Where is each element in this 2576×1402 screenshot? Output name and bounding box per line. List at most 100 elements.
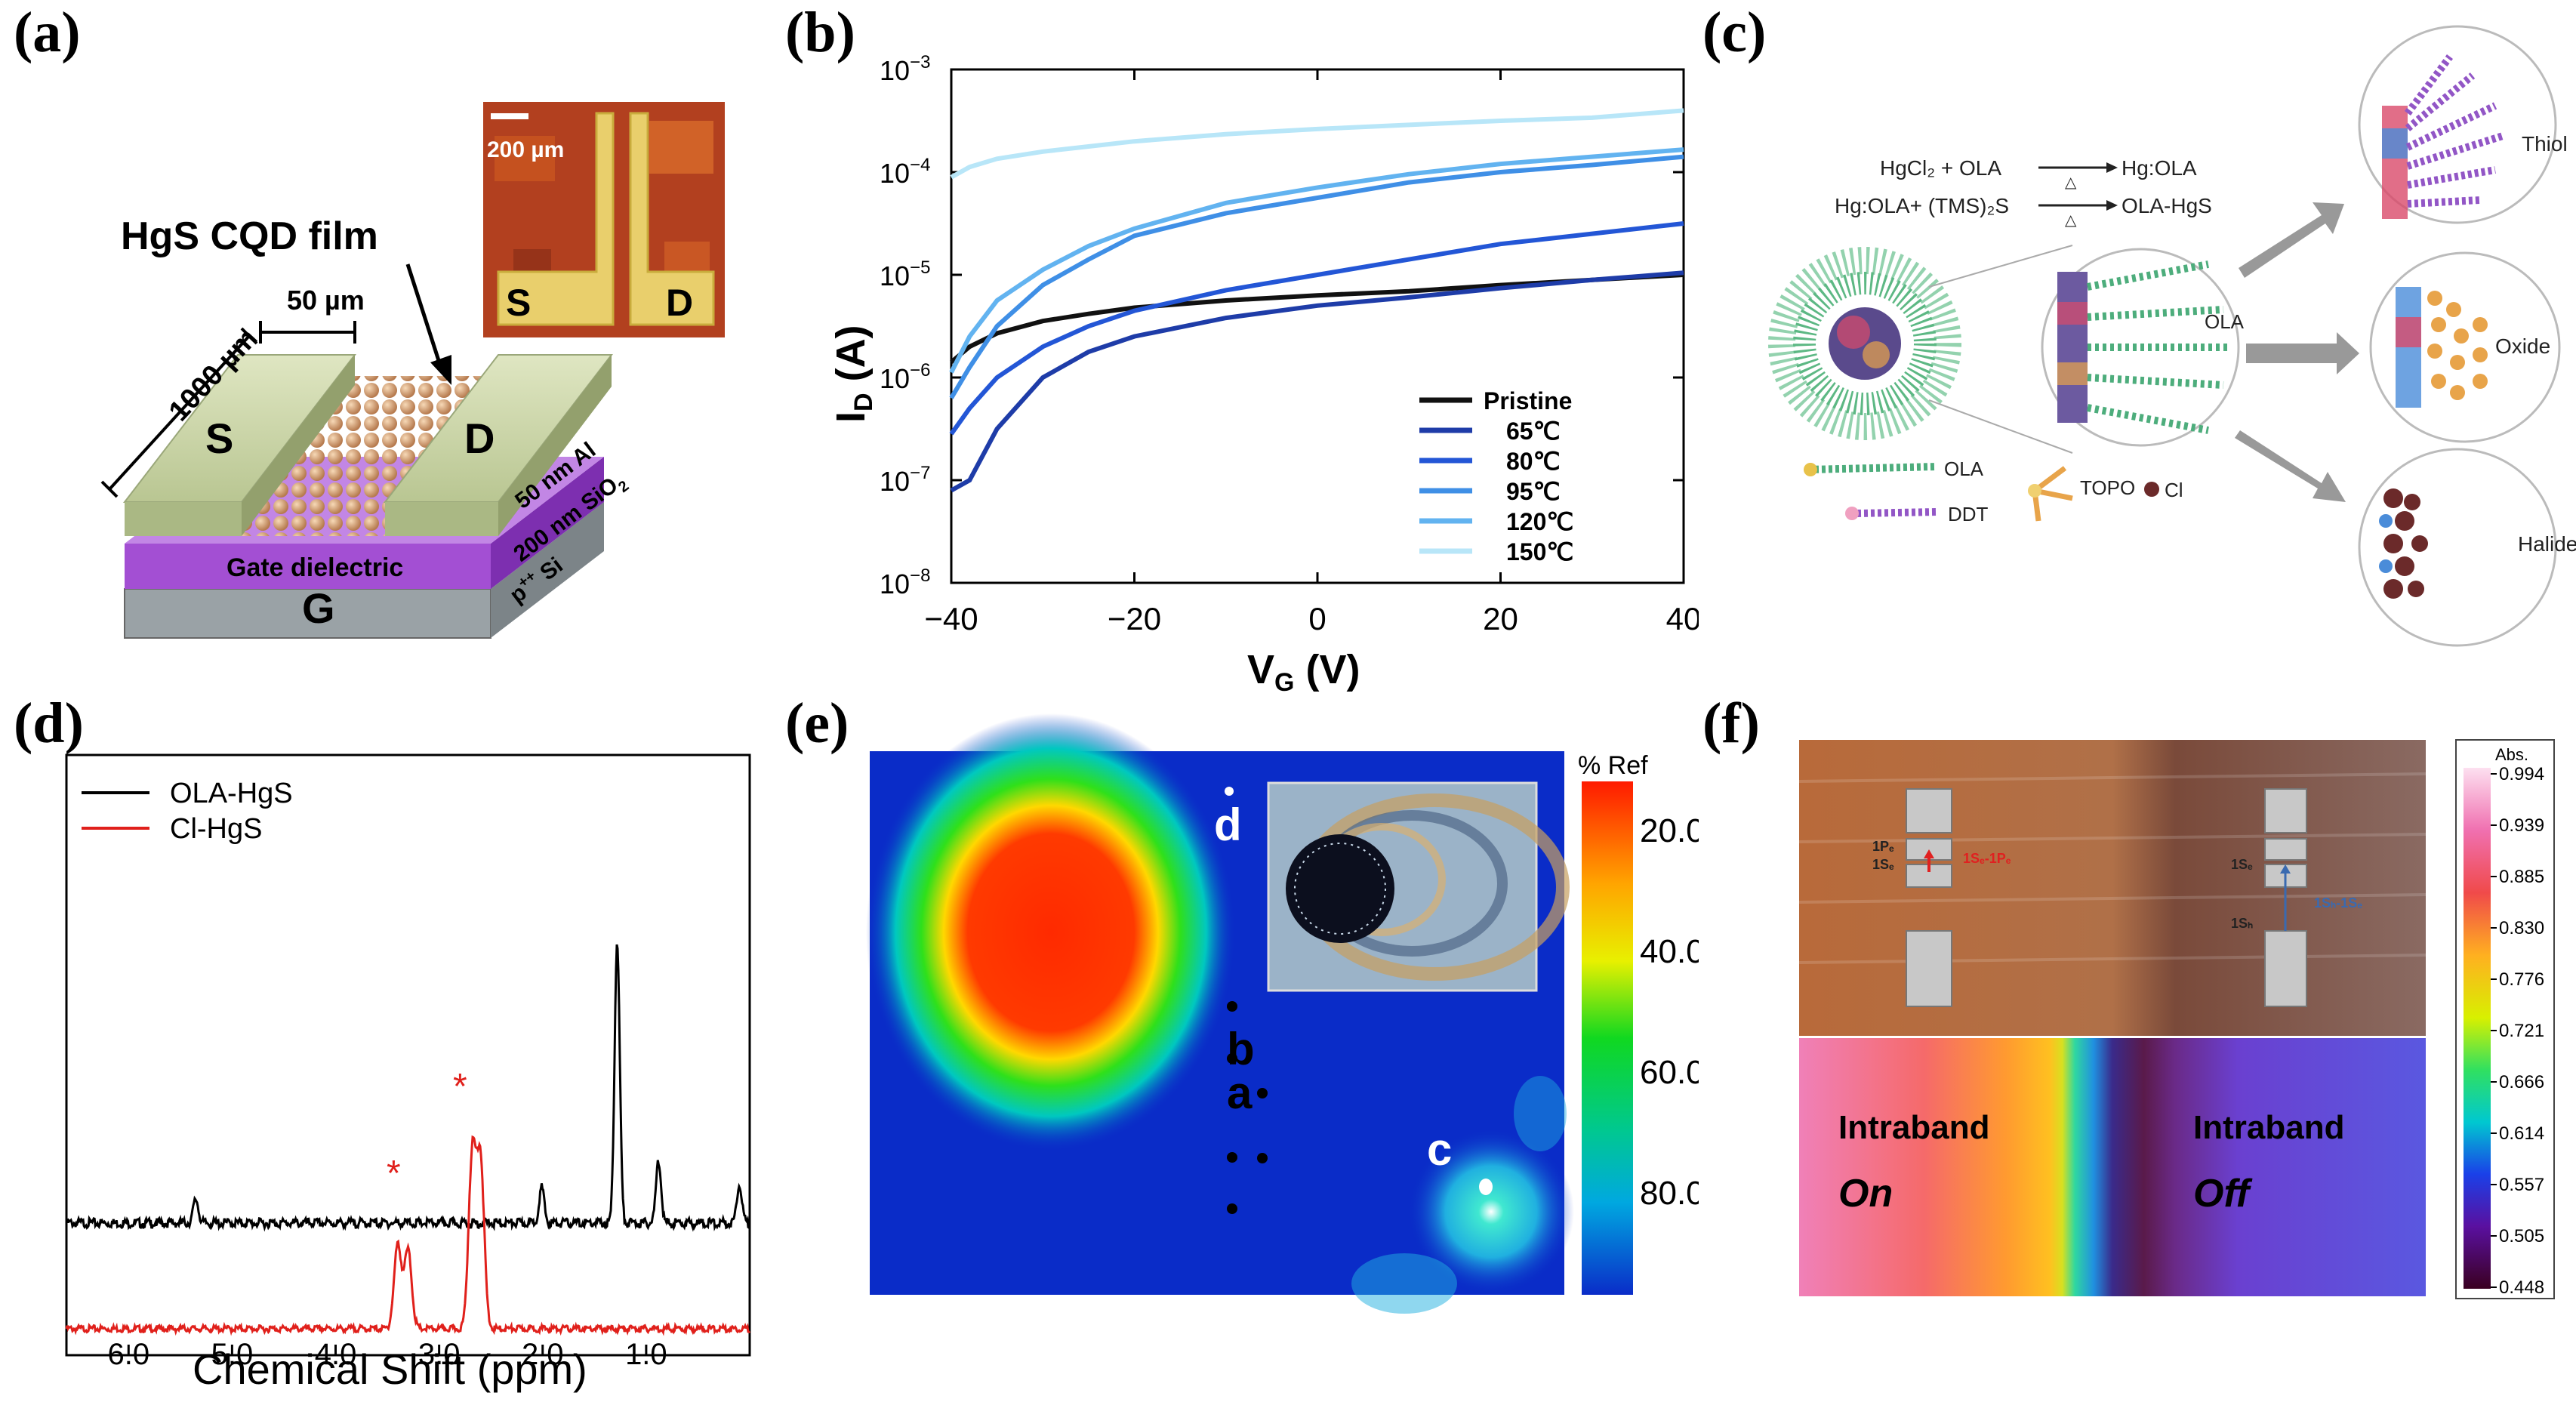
y-tick-label: 10−5 <box>880 257 930 291</box>
plot-frame <box>65 753 751 1357</box>
legend-cl-hgs: Cl-HgS <box>170 813 262 845</box>
x-tick-label: −20 <box>1108 601 1161 636</box>
legend-topo: TOPO <box>2080 476 2135 499</box>
oxide-label: Oxide <box>2495 334 2550 358</box>
reaction-1-left: HgCl₂ + OLA <box>1880 156 2001 180</box>
panel-a-device-schematic: HgS CQD film 1000 µm 50 µm S D G Gate di… <box>100 102 725 639</box>
off-label-1: Intraband <box>2193 1109 2344 1146</box>
abs-tick-label: 0.614 <box>2499 1123 2544 1144</box>
legend-label-3: 95℃ <box>1506 478 1561 505</box>
reflectance-scale-bar <box>1582 781 1633 1295</box>
reaction-2-right: OLA-HgS <box>2122 194 2212 217</box>
panel-label-c: (c) <box>1702 1 1767 64</box>
series-line-1 <box>950 270 1684 493</box>
legend-label-5: 150℃ <box>1506 538 1573 565</box>
gate-dielectric-label: Gate dielectric <box>226 553 403 582</box>
x-tick-label: 5.0 <box>211 1338 254 1371</box>
x-tick-label: 20 <box>1483 601 1518 636</box>
band-1se-label: 1Sₑ <box>1872 857 1894 872</box>
film-arrow <box>405 263 444 371</box>
abs-tick-label: 0.885 <box>2499 867 2544 887</box>
gate-dielectric-front <box>125 544 491 589</box>
x-axis-label: Chemical Shift (ppm) <box>193 1345 587 1393</box>
source-label: S <box>205 414 233 462</box>
abs-tick-label: 0.939 <box>2499 815 2544 836</box>
y-tick-label: 10−7 <box>880 463 930 497</box>
reaction-1-heat: △ <box>2065 174 2077 191</box>
transition-off-label: 1Sₕ-1Sₑ <box>2314 895 2362 911</box>
scale-title: % Ref <box>1578 751 1648 780</box>
panel-label-e: (e) <box>785 692 849 755</box>
series-line-2 <box>949 221 1684 436</box>
band-1se-r-label: 1Sₑ <box>2231 857 2253 872</box>
series-line-5 <box>950 108 1684 180</box>
star-annotation-2: * <box>453 1067 467 1107</box>
reaction-1-right: Hg:OLA <box>2122 156 2197 180</box>
abs-scale-title: Abs. <box>2495 745 2528 764</box>
panel-label-d: (d) <box>14 692 84 755</box>
transition-on-label: 1Sₑ-1Pₑ <box>1963 851 2011 866</box>
hotspot-main <box>866 713 1236 1151</box>
panel-e-reflectance-map: d b a c % Ref 20.0 40.0 60.0 80.0 <box>866 713 1699 1314</box>
dimension-line-length <box>108 334 251 491</box>
inset-s-label: S <box>506 282 531 324</box>
scale-tick-label: 60.0 <box>1640 1054 1699 1091</box>
inset-scale-label: 200 µm <box>487 137 564 162</box>
legend-label-0: Pristine <box>1484 387 1572 414</box>
y-tick-label: 10−8 <box>880 565 930 599</box>
intraband-map <box>1799 1038 2426 1296</box>
on-label-1: Intraband <box>1838 1109 1989 1146</box>
spectrum-ola-hgs <box>65 944 751 1232</box>
legend-label-1: 65℃ <box>1506 418 1561 445</box>
abs-tick-label: 0.776 <box>2499 969 2544 990</box>
reaction-2-heat: △ <box>2065 212 2077 229</box>
band-1pe-label: 1Pₑ <box>1872 839 1894 854</box>
x-tick-label: 0 <box>1308 601 1326 636</box>
x-tick-label: 6.0 <box>107 1338 149 1371</box>
abs-tick-label: 0.557 <box>2499 1175 2544 1195</box>
x-tick-label: 2.0 <box>522 1338 564 1371</box>
scale-tick-label: 40.0 <box>1640 933 1699 970</box>
series-line-0 <box>950 273 1684 364</box>
spectrum-cl-hgs <box>65 1135 751 1336</box>
electrode-d-front <box>385 502 498 536</box>
point-d-label: d <box>1214 800 1242 850</box>
x-tick-label: −40 <box>924 601 978 636</box>
panel-label-f: (f) <box>1702 692 1760 755</box>
star-annotation-1: * <box>387 1154 401 1194</box>
abs-tick-label: 0.994 <box>2499 764 2544 784</box>
drain-label: D <box>464 414 495 462</box>
point-a-label: a <box>1227 1068 1253 1118</box>
legend-ola-hgs: OLA-HgS <box>170 778 293 809</box>
x-axis-label: VG (V) <box>1247 647 1360 695</box>
oleylamine-capped-qd <box>1768 247 1961 440</box>
y-tick-label: 10−3 <box>880 52 930 86</box>
panel-b-transfer-chart: 10−3 10−4 10−5 10−6 10−7 10−8 −40 −20 0 20 40 Pri… <box>828 52 1699 695</box>
hotspot-small <box>1408 1129 1574 1295</box>
series-line-3 <box>949 154 1684 399</box>
y-axis-label: ID (A) <box>828 325 878 423</box>
electrode-s-front <box>125 502 242 536</box>
gate-dielectric-side <box>491 457 604 589</box>
abs-tick-label: 0.721 <box>2499 1021 2544 1041</box>
arrow-to-halide <box>2235 430 2346 502</box>
point-c-label: c <box>1427 1124 1452 1175</box>
abs-tick-label: 0.666 <box>2499 1072 2544 1092</box>
point-b-label: b <box>1227 1024 1255 1074</box>
legend-label-4: 120℃ <box>1506 508 1573 535</box>
reaction-2-left: Hg:OLA+ (TMS)₂S <box>1835 194 2009 217</box>
y-tick-label: 10−4 <box>880 155 930 189</box>
off-label-2: Off <box>2193 1172 2253 1216</box>
legend-ola: OLA <box>1944 458 1984 480</box>
arrow-to-oxide <box>2246 332 2359 374</box>
inset-d-label: D <box>666 282 693 324</box>
abs-tick-label: 0.830 <box>2499 918 2544 938</box>
ola-label: OLA <box>2205 310 2245 333</box>
gate-label: G <box>302 584 335 632</box>
on-label-2: On <box>1838 1172 1893 1216</box>
film-label: HgS CQD film <box>121 214 378 258</box>
inset-electrode-d <box>629 112 715 326</box>
panel-f-intraband-map: 1Pₑ 1Sₑ 1Sₑ-1Pₑ 1Sₑ 1Sₕ 1Sₕ-1Sₑ Intraban… <box>1798 739 2555 1299</box>
panel-c-ligand-scheme: HgCl₂ + OLA △ Hg:OLA Hg:OLA+ (TMS)₂S △ O… <box>1768 25 2576 647</box>
x-tick-label: 4.0 <box>315 1338 357 1371</box>
